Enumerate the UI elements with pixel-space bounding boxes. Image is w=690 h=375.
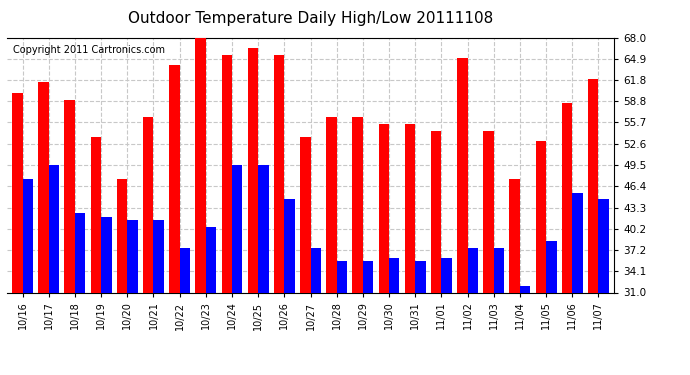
Bar bbox=[598, 200, 609, 292]
Bar bbox=[153, 220, 164, 292]
Bar bbox=[442, 258, 452, 292]
Bar bbox=[562, 103, 572, 292]
Bar bbox=[588, 79, 598, 292]
Bar bbox=[232, 165, 242, 292]
Bar bbox=[415, 261, 426, 292]
Bar bbox=[274, 55, 284, 292]
Bar bbox=[127, 220, 138, 292]
Bar bbox=[326, 117, 337, 292]
Bar bbox=[494, 248, 504, 292]
Bar bbox=[169, 65, 179, 292]
Bar bbox=[143, 117, 153, 292]
Bar bbox=[337, 261, 347, 292]
Bar bbox=[483, 130, 494, 292]
Bar bbox=[468, 248, 478, 292]
Bar bbox=[101, 217, 112, 292]
Bar bbox=[39, 82, 49, 292]
Bar bbox=[12, 93, 23, 292]
Bar bbox=[49, 165, 59, 292]
Bar bbox=[535, 141, 546, 292]
Bar bbox=[572, 193, 582, 292]
Bar bbox=[353, 117, 363, 292]
Bar bbox=[310, 248, 321, 292]
Bar bbox=[258, 165, 268, 292]
Bar bbox=[206, 227, 216, 292]
Text: Copyright 2011 Cartronics.com: Copyright 2011 Cartronics.com bbox=[13, 45, 165, 55]
Bar bbox=[117, 179, 127, 292]
Bar bbox=[520, 286, 531, 292]
Bar bbox=[431, 130, 442, 292]
Bar bbox=[284, 200, 295, 292]
Bar bbox=[64, 99, 75, 292]
Bar bbox=[457, 58, 468, 292]
Bar bbox=[389, 258, 400, 292]
Bar bbox=[179, 248, 190, 292]
Bar bbox=[23, 179, 33, 292]
Text: Outdoor Temperature Daily High/Low 20111108: Outdoor Temperature Daily High/Low 20111… bbox=[128, 11, 493, 26]
Bar bbox=[300, 137, 310, 292]
Bar bbox=[546, 241, 557, 292]
Bar bbox=[221, 55, 232, 292]
Bar bbox=[509, 179, 520, 292]
Bar bbox=[195, 38, 206, 292]
Bar bbox=[379, 124, 389, 292]
Bar bbox=[405, 124, 415, 292]
Bar bbox=[248, 48, 258, 292]
Bar bbox=[90, 137, 101, 292]
Bar bbox=[363, 261, 373, 292]
Bar bbox=[75, 213, 86, 292]
